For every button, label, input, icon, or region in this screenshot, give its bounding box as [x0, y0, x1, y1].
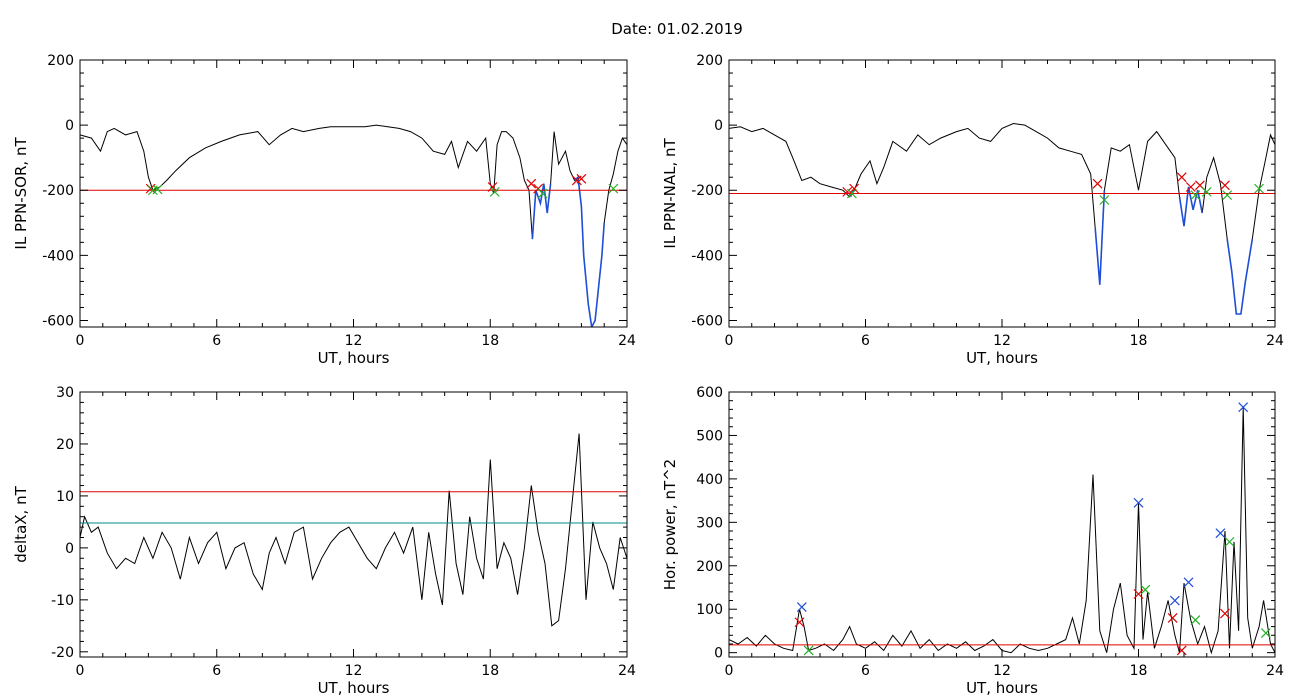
- event-marker: [1220, 180, 1230, 191]
- x-tick-label: 0: [76, 663, 85, 679]
- y-tick-label: -200: [691, 183, 723, 199]
- y-tick-label: 20: [56, 437, 74, 453]
- event-marker: [794, 617, 805, 628]
- data-line: [729, 122, 1275, 315]
- x-tick-label: 24: [618, 663, 636, 679]
- y-axis-label: deltaX, nT: [12, 485, 30, 562]
- x-tick-label: 12: [993, 663, 1011, 679]
- y-tick-label: 100: [696, 602, 723, 618]
- event-marker: [1092, 178, 1103, 189]
- y-tick-label: 200: [47, 53, 74, 69]
- x-tick-label: 0: [725, 333, 734, 349]
- x-tick-label: 12: [993, 333, 1011, 349]
- y-tick-label: 0: [714, 646, 723, 662]
- x-tick-label: 0: [725, 663, 734, 679]
- plot-il-sor: 0 6 12 18 24 200 0 -200 -400 -600 UT, hours IL PPN-…: [12, 53, 636, 367]
- y-tick-label: 30: [56, 385, 74, 401]
- event-marker: [796, 602, 807, 612]
- event-marker: [487, 182, 498, 192]
- y-tick-label: 500: [696, 428, 723, 444]
- event-marker: [1099, 195, 1110, 205]
- x-tick-label: 12: [345, 333, 363, 349]
- x-axis-label: UT, hours: [318, 679, 390, 697]
- event-marker: [1176, 645, 1187, 656]
- event-marker: [1167, 612, 1178, 623]
- y-tick-label: -600: [42, 313, 74, 329]
- y-tick-label: 600: [696, 385, 723, 401]
- x-tick-label: 18: [1130, 333, 1148, 349]
- x-tick-label: 0: [76, 333, 85, 349]
- highlight-segment: [574, 175, 605, 327]
- event-marker: [1185, 182, 1196, 192]
- y-tick-label: -400: [42, 248, 74, 264]
- event-marker: [1238, 402, 1249, 413]
- x-tick-label: 24: [618, 333, 636, 349]
- event-marker: [849, 183, 860, 194]
- x-tick-label: 12: [345, 663, 363, 679]
- event-marker: [1133, 497, 1144, 508]
- event-marker: [1183, 577, 1194, 588]
- y-tick-label: 200: [696, 559, 723, 575]
- figure-title: Date: 01.02.2019: [611, 20, 743, 38]
- event-marker: [1222, 190, 1233, 201]
- plot-power: 0 6 12 18 24 600 500 400 300 200 100 0 UT, hours Hor.…: [661, 385, 1284, 697]
- x-axis-label: UT, hours: [318, 349, 390, 367]
- y-tick-label: -600: [691, 313, 723, 329]
- y-tick-label: -10: [51, 593, 74, 609]
- event-marker: [1169, 595, 1180, 606]
- x-tick-label: 18: [481, 663, 499, 679]
- event-marker: [537, 188, 548, 199]
- event-marker: [1133, 589, 1144, 599]
- y-tick-label: 200: [696, 53, 723, 69]
- event-marker: [1224, 536, 1235, 547]
- event-marker: [846, 188, 857, 199]
- y-tick-label: -20: [51, 645, 74, 661]
- event-marker: [489, 186, 500, 197]
- event-marker: [1215, 528, 1226, 539]
- data-line: [729, 407, 1275, 655]
- event-marker: [1201, 186, 1212, 197]
- event-marker: [526, 178, 537, 189]
- event-marker: [1260, 628, 1271, 639]
- y-tick-label: 0: [65, 118, 74, 134]
- event-marker: [576, 173, 587, 184]
- data-line: [80, 433, 627, 627]
- plot-il-nal: 0 6 12 18 24 200 0 -200 -400 -600 UT, hours IL PPN-…: [661, 53, 1284, 367]
- x-tick-label: 6: [212, 333, 221, 349]
- y-tick-label: 10: [56, 489, 74, 505]
- y-tick-label: -200: [42, 183, 74, 199]
- y-axis-label: Hor. power, nT^2: [661, 459, 679, 590]
- event-marker: [1190, 615, 1201, 625]
- x-tick-label: 6: [861, 333, 870, 349]
- y-tick-label: 300: [696, 515, 723, 531]
- y-tick-label: -400: [691, 248, 723, 264]
- x-tick-label: 24: [1266, 663, 1284, 679]
- highlight-segment: [1094, 190, 1106, 285]
- event-marker: [1190, 190, 1201, 201]
- event-marker: [152, 184, 163, 195]
- x-axis-label: UT, hours: [966, 679, 1038, 697]
- x-tick-label: 24: [1266, 333, 1284, 349]
- event-marker: [608, 183, 619, 194]
- y-tick-label: 400: [696, 472, 723, 488]
- y-axis-label: IL PPN-SOR, nT: [12, 137, 30, 250]
- y-axis-label: IL PPN-NAL, nT: [661, 138, 679, 249]
- event-marker: [803, 645, 814, 656]
- plot-deltax: 0 6 12 18 24 30 20 10 0 -10 -20 UT, hours deltaX, nT: [12, 385, 636, 697]
- x-axis-label: UT, hours: [966, 349, 1038, 367]
- x-tick-label: 18: [481, 333, 499, 349]
- x-tick-label: 6: [861, 663, 870, 679]
- event-marker: [1254, 183, 1264, 194]
- highlight-segment: [1226, 238, 1254, 315]
- event-marker: [1140, 584, 1151, 595]
- y-tick-label: 0: [714, 118, 723, 134]
- event-marker: [1220, 608, 1230, 619]
- event-marker: [1176, 172, 1187, 183]
- x-tick-label: 6: [212, 663, 221, 679]
- x-tick-label: 18: [1130, 663, 1148, 679]
- y-tick-label: 0: [65, 541, 74, 557]
